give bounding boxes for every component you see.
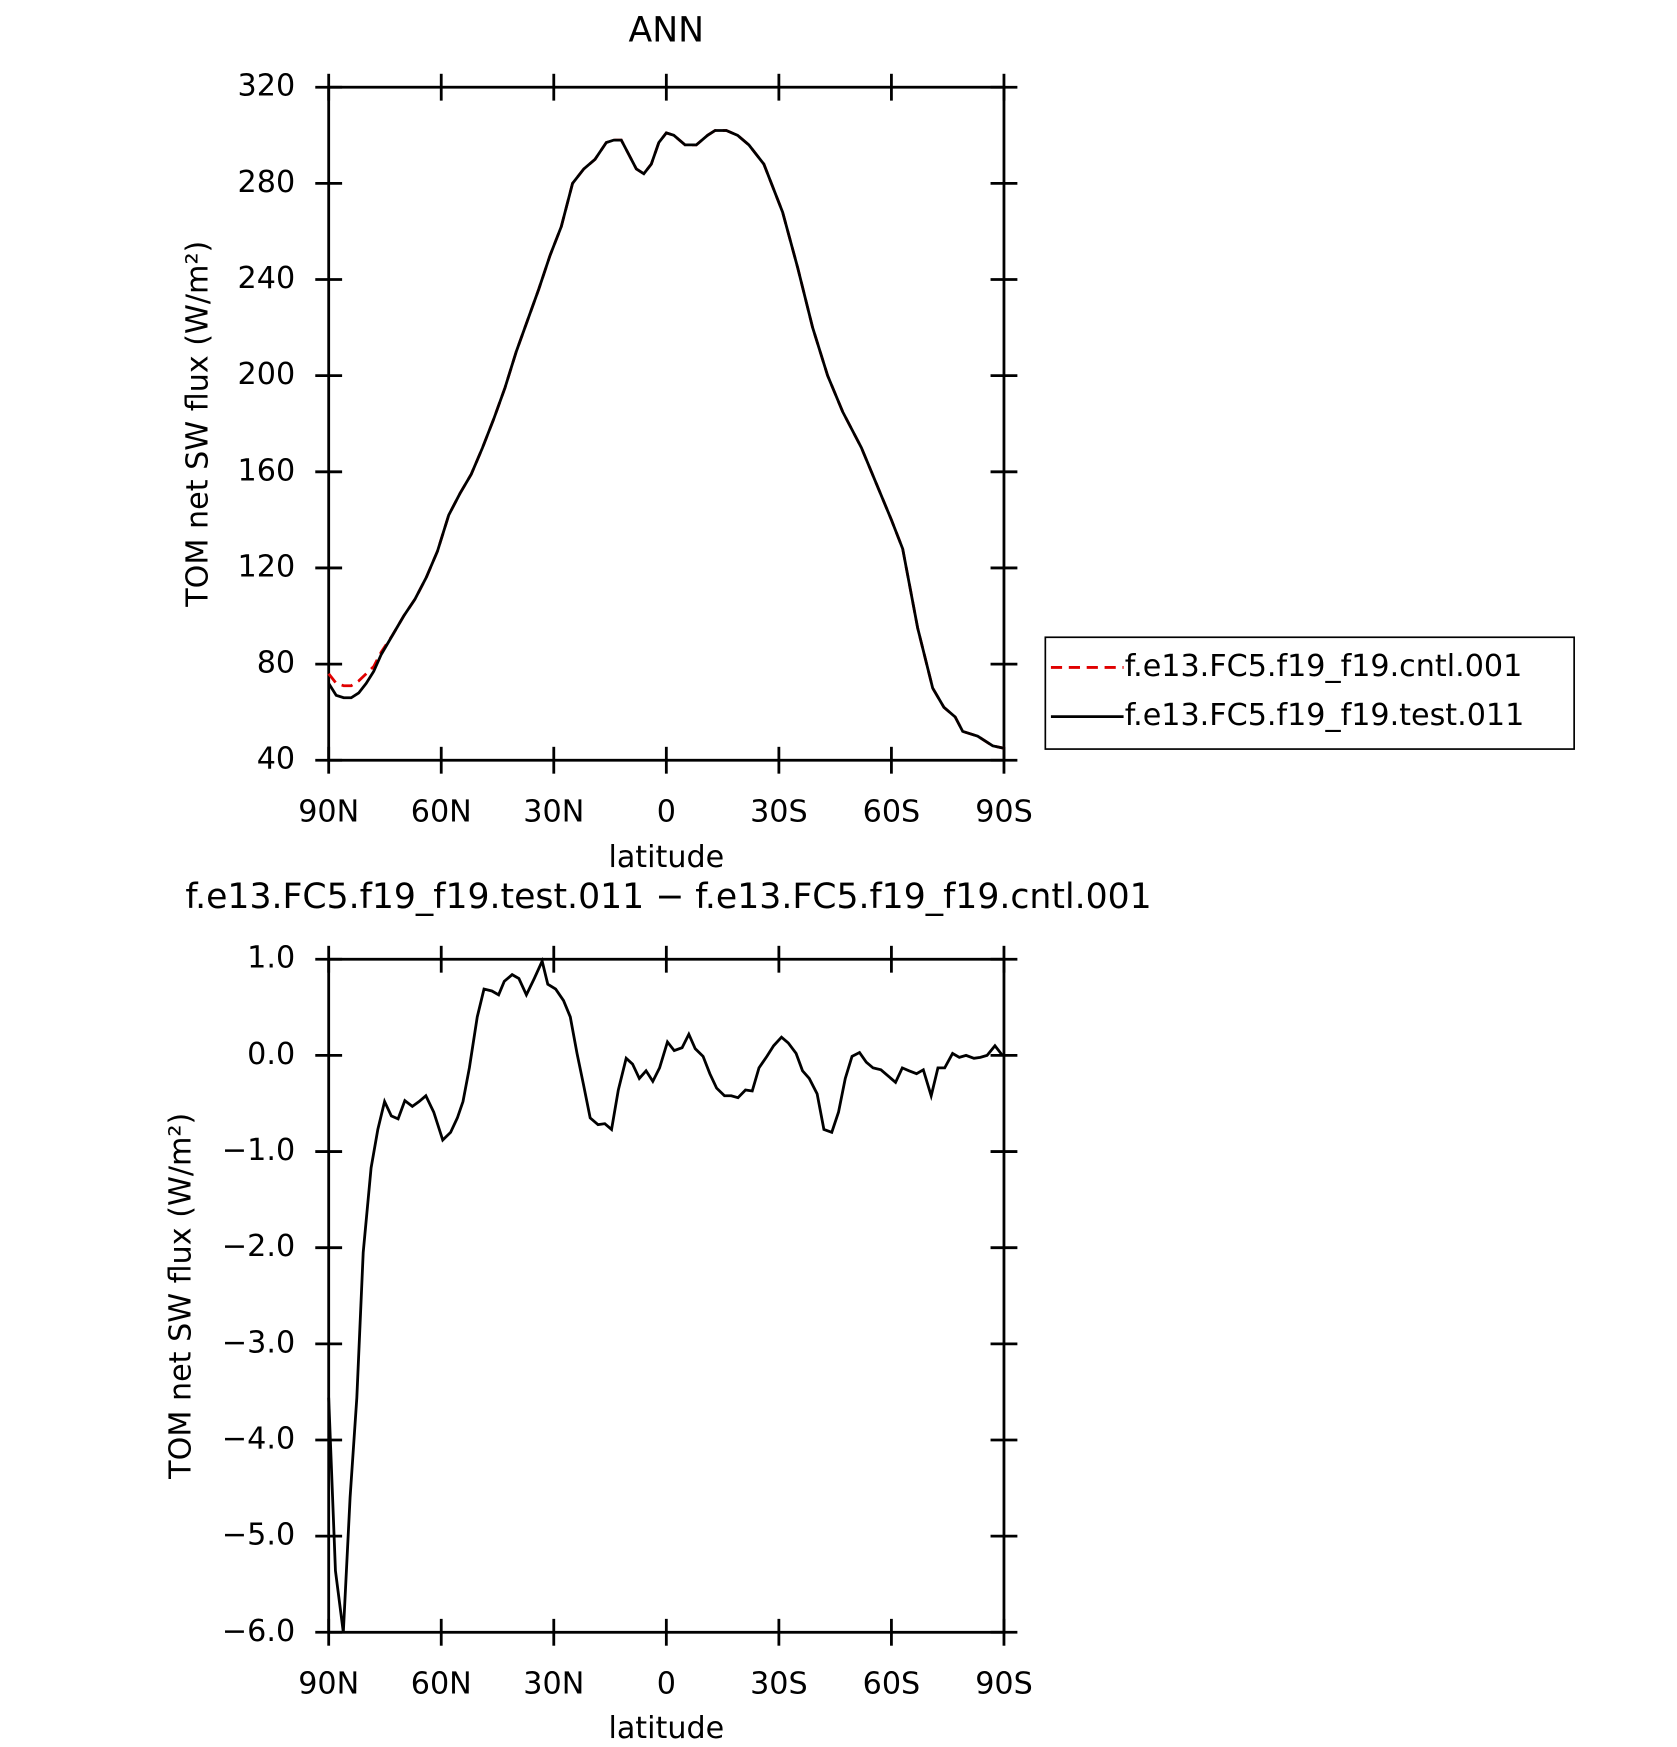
x-tick-label: 90N [298, 794, 359, 829]
x-tick-label: 0 [657, 1666, 676, 1701]
x-tick-label: 60N [411, 1666, 472, 1701]
data-line [327, 129, 1005, 750]
legend-label: f.e13.FC5.f19_f19.cntl.001 [1125, 649, 1523, 684]
y-axis-label: TOM net SW flux (W/m²) [181, 241, 216, 608]
y-tick-label: −6.0 [222, 1614, 295, 1649]
y-tick-label: 40 [257, 742, 295, 777]
x-tick-label: 30S [750, 794, 808, 829]
plot-frame [327, 957, 1006, 1634]
y-tick-label: −1.0 [222, 1133, 295, 1168]
x-tick-label: 90S [975, 794, 1033, 829]
plot-frame [327, 85, 1006, 762]
legend-label: f.e13.FC5.f19_f19.test.011 [1125, 698, 1525, 733]
x-axis-label: latitude [608, 840, 724, 875]
y-tick-label: 120 [238, 549, 296, 584]
data-line [327, 129, 1005, 750]
x-tick-label: 60N [411, 794, 472, 829]
x-tick-label: 30N [523, 1666, 584, 1701]
chart-title: f.e13.FC5.f19_f19.test.011 − f.e13.FC5.f… [185, 877, 1151, 917]
x-tick-label: 0 [657, 794, 676, 829]
y-tick-label: −2.0 [222, 1229, 295, 1264]
y-tick-label: 1.0 [247, 941, 295, 976]
y-tick-label: 80 [257, 646, 295, 681]
y-tick-label: 320 [238, 69, 296, 104]
y-tick-label: −5.0 [222, 1518, 295, 1553]
x-tick-label: 90N [298, 1666, 359, 1701]
legend-box [1044, 636, 1575, 750]
x-tick-label: 60S [863, 1666, 921, 1701]
y-tick-label: 160 [238, 453, 296, 488]
x-axis-label: latitude [608, 1711, 724, 1746]
data-line [327, 956, 1003, 1633]
x-tick-label: 60S [863, 794, 921, 829]
chart-title: ANN [629, 10, 705, 50]
y-tick-label: 240 [238, 261, 296, 296]
y-tick-label: 0.0 [247, 1037, 295, 1072]
y-tick-label: −4.0 [222, 1421, 295, 1456]
x-tick-label: 30S [750, 1666, 808, 1701]
y-tick-label: 200 [238, 357, 296, 392]
y-axis-label: TOM net SW flux (W/m²) [164, 1113, 199, 1480]
y-tick-label: −3.0 [222, 1325, 295, 1360]
y-tick-label: 280 [238, 165, 296, 200]
x-tick-label: 90S [975, 1666, 1033, 1701]
x-tick-label: 30N [523, 794, 584, 829]
